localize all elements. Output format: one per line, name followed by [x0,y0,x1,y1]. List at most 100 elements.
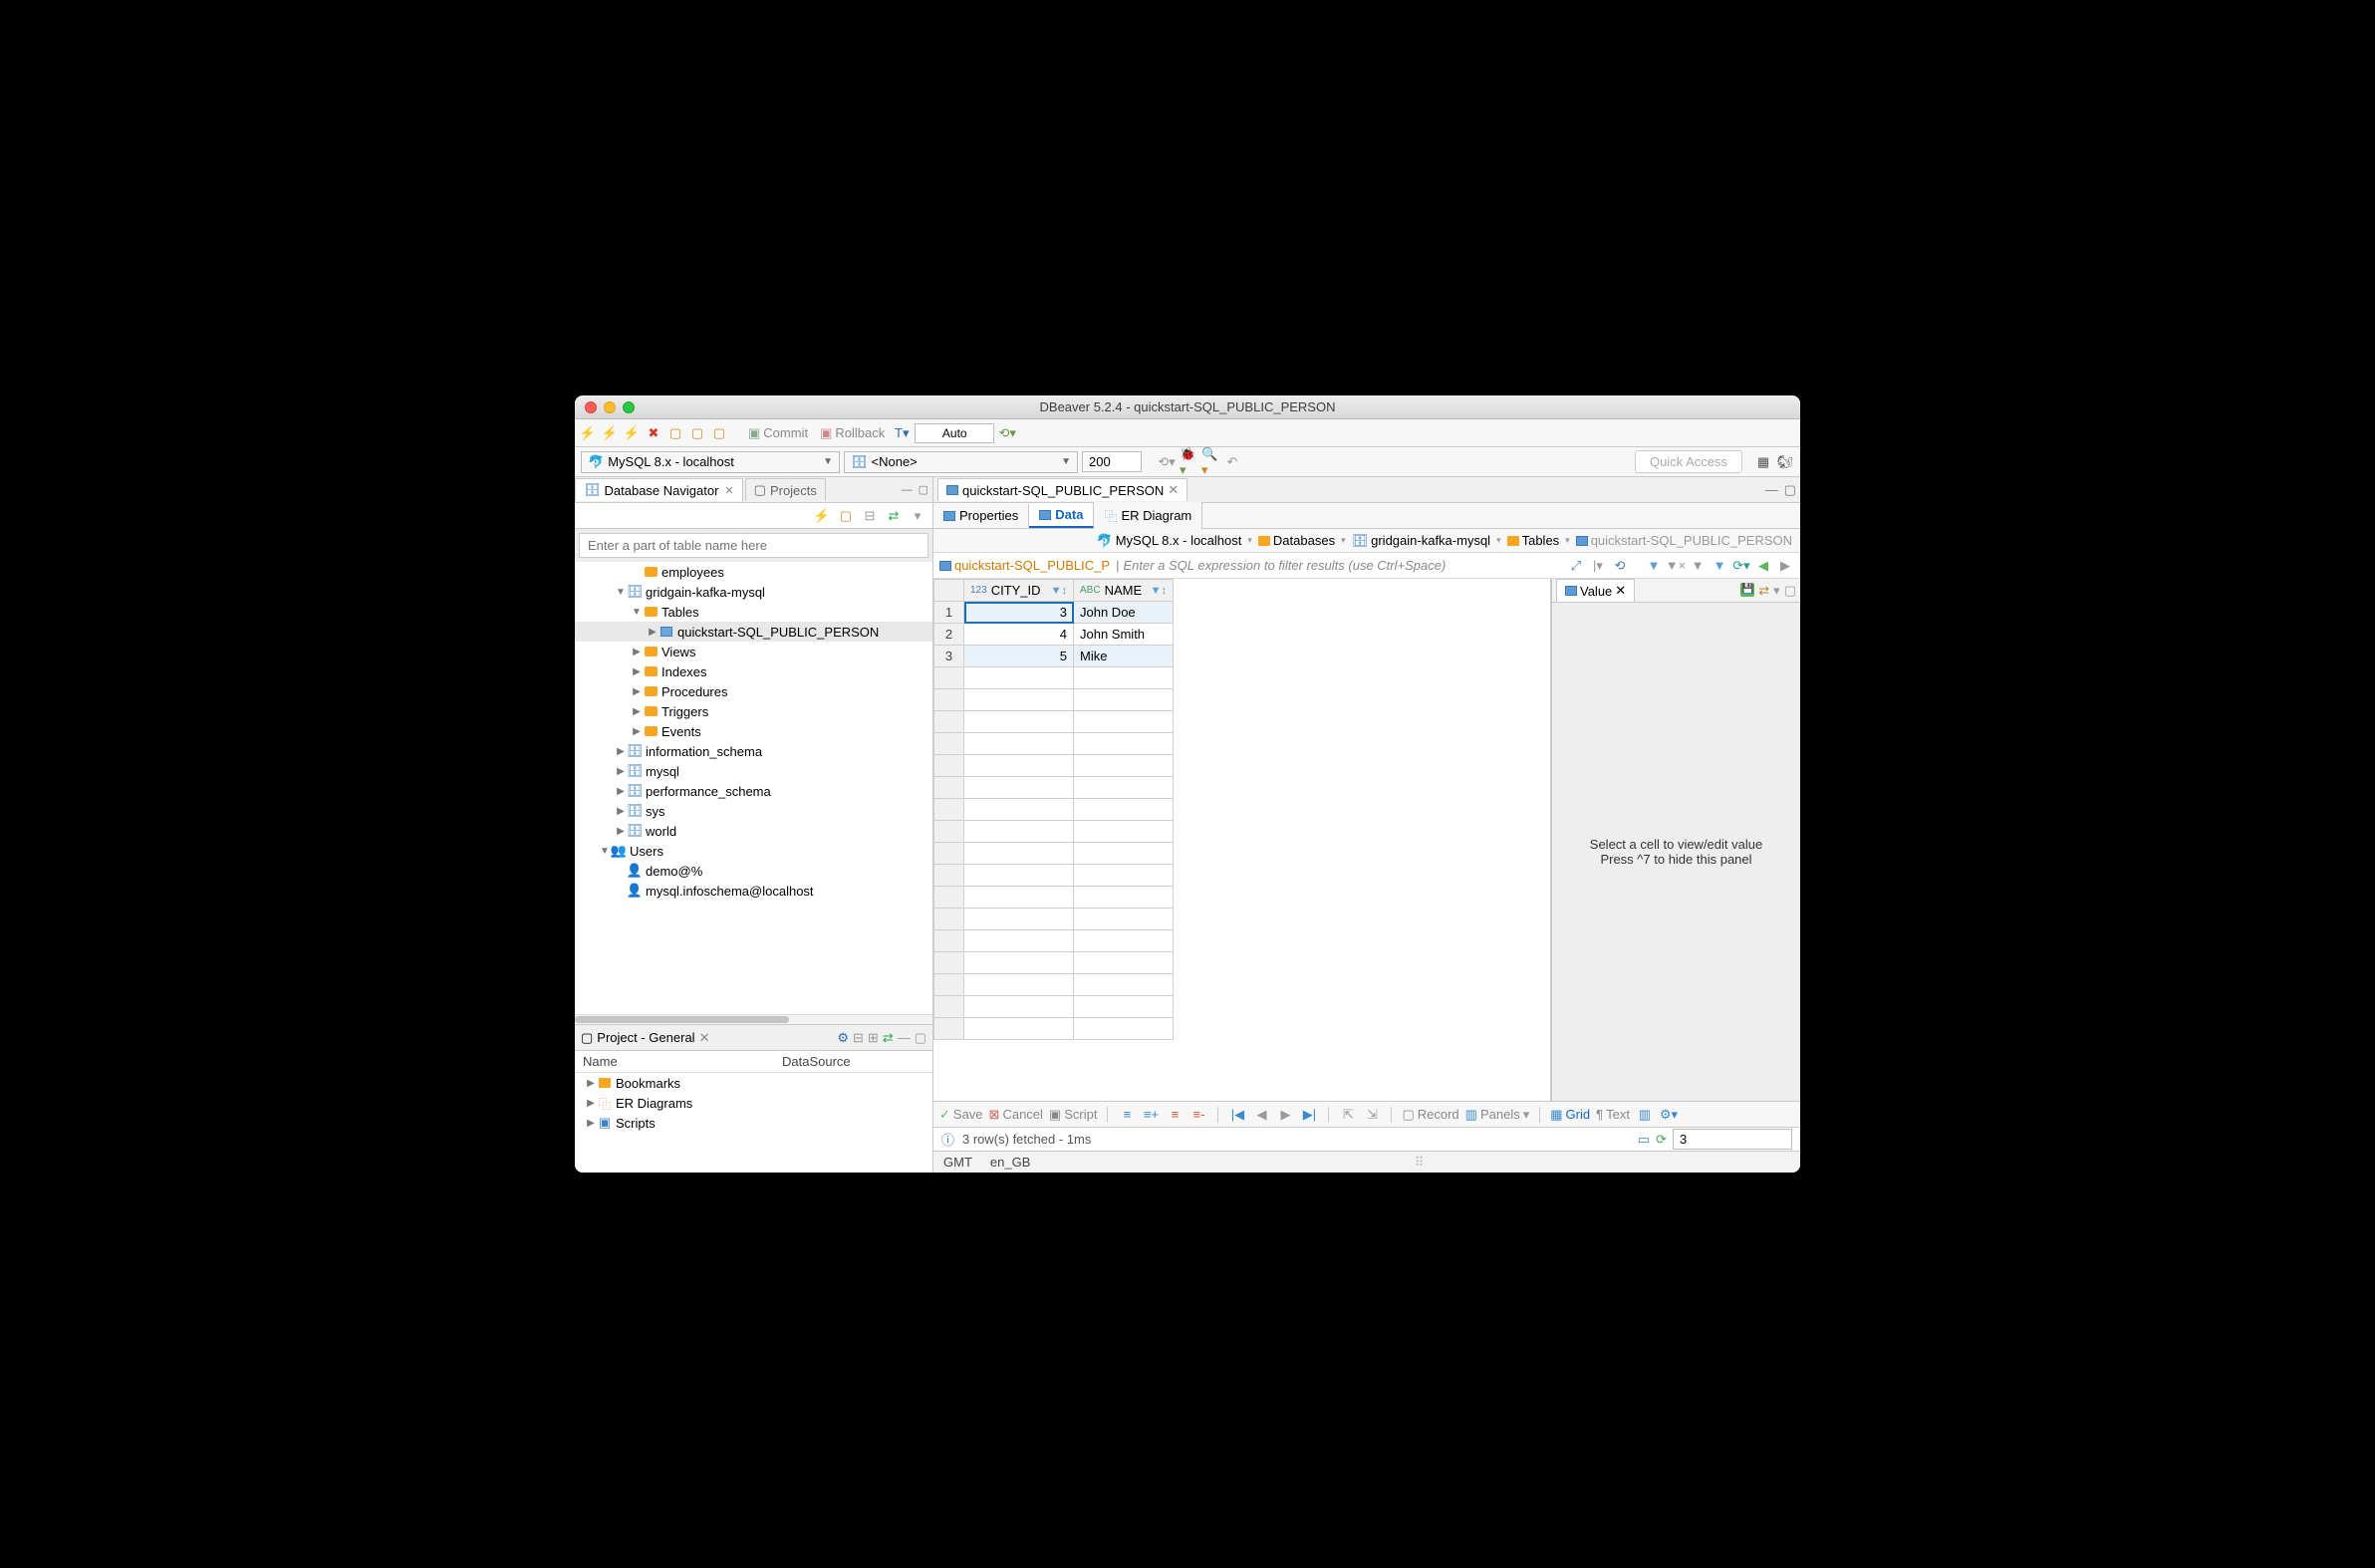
max-icon[interactable]: ▢ [1784,482,1796,498]
save-filter-icon[interactable]: ▼ [1689,557,1707,575]
minimize-window-button[interactable] [604,401,616,413]
tree-node[interactable]: ▶🗄information_schema [575,741,932,761]
close-icon[interactable]: ✕ [1615,583,1626,599]
new-folder-icon[interactable]: ▢ [837,507,855,525]
tree-node[interactable]: ▶🗄mysql [575,761,932,781]
text-mode-button[interactable]: ¶Text [1596,1107,1630,1122]
view-menu-icon[interactable]: ▾ [909,507,926,525]
script-button[interactable]: ▣Script [1049,1107,1098,1123]
rollback-button[interactable]: ▣Rollback [816,425,889,441]
last-page-icon[interactable]: ▶| [1300,1106,1318,1124]
tab-properties[interactable]: Properties [933,504,1029,527]
refresh-icon[interactable]: ⟳▾ [1732,557,1750,575]
link-icon[interactable]: ⇄ [883,1030,894,1046]
navigator-tab[interactable]: 🗄 Database Navigator ✕ [575,478,743,501]
tree-node[interactable]: ▶🗄performance_schema [575,781,932,801]
filter-icon[interactable]: ▼ [1645,557,1663,575]
invalidate-icon[interactable]: ✖ [645,424,662,442]
refresh-result-icon[interactable]: ⟳ [1656,1132,1667,1148]
bc-database[interactable]: 🗄gridgain-kafka-mysql [1352,533,1490,549]
menu-icon[interactable]: ▾ [1773,583,1780,599]
quick-access-input[interactable]: Quick Access [1635,450,1742,473]
bc-databases[interactable]: Databases [1258,533,1335,548]
schema-selector[interactable]: 🗄 <None> ▼ [844,451,1078,473]
record-mode-button[interactable]: ▢Record [1402,1107,1458,1123]
configure-icon[interactable]: ⚙ [837,1030,849,1046]
stop-icon[interactable]: 🐞▾ [1180,453,1197,471]
projects-tab[interactable]: ▢ Projects [745,478,826,501]
history-icon[interactable]: |▾ [1589,557,1607,575]
bc-connection[interactable]: 🐬MySQL 8.x - localhost [1097,533,1242,549]
bc-tables[interactable]: Tables [1507,533,1560,548]
collapse-icon[interactable]: ⊟ [861,507,879,525]
project-tree[interactable]: ▶Bookmarks▶⿻ER Diagrams▶▣Scripts [575,1073,932,1173]
prev-page-icon[interactable]: ◀ [1252,1106,1270,1124]
data-grid[interactable]: 123CITY_ID▼↕ABCNAME▼↕13John Doe24John Sm… [933,579,1550,1101]
tree-node[interactable]: ▶Events [575,721,932,741]
txn-auto-field[interactable]: Auto [915,423,994,443]
close-window-button[interactable] [585,401,597,413]
auto-apply-icon[interactable]: ⇄ [1758,583,1769,599]
sql-editor-icon[interactable]: ▢ [666,424,684,442]
connect-icon[interactable]: ⚡ [601,424,619,442]
maximize-view-icon[interactable]: ▢ [919,483,928,496]
project-item[interactable]: ▶Bookmarks [575,1073,932,1093]
expand-icon[interactable]: ⊞ [868,1030,879,1046]
expand-filter-icon[interactable]: ⤢ [1567,557,1585,575]
value-tab[interactable]: Value✕ [1556,579,1635,602]
nav-back-icon[interactable]: ◀ [1754,557,1772,575]
search-icon[interactable]: 🔍▾ [1201,453,1219,471]
add-row-icon[interactable]: ≡ [1118,1106,1136,1124]
dbeaver-perspective-icon[interactable]: 🐿 [1776,453,1794,471]
tree-node[interactable]: ▶🗄sys [575,801,932,821]
tree-node[interactable]: ▶Views [575,642,932,661]
txn-mode-icon[interactable]: T▾ [893,424,911,442]
nav-fwd-icon[interactable]: ▶ [1776,557,1794,575]
editor-tab[interactable]: quickstart-SQL_PUBLIC_PERSON ✕ [937,478,1188,501]
back-icon[interactable]: ↶ [1223,453,1241,471]
config-icon[interactable]: ⚙▾ [1660,1106,1678,1124]
perspective-icon[interactable]: ▦ [1754,453,1772,471]
close-icon[interactable]: ✕ [1168,482,1179,498]
tree-node[interactable]: ▶🗄world [575,821,932,841]
new-conn-icon[interactable]: ⚡ [813,507,831,525]
close-icon[interactable]: ✕ [699,1030,710,1046]
virtual-icon[interactable]: ▥ [1636,1106,1654,1124]
tree-node[interactable]: ▼Tables [575,602,932,622]
sql-script-icon[interactable]: ▢ [688,424,706,442]
save-button[interactable]: ✓Save [939,1107,983,1123]
cancel-button[interactable]: ⊠Cancel [989,1107,1043,1123]
tree-node[interactable]: employees [575,562,932,582]
delete-row-icon[interactable]: ≡ [1166,1106,1184,1124]
clear-filter-icon[interactable]: ▼× [1667,557,1685,575]
zoom-window-button[interactable] [623,401,635,413]
connection-selector[interactable]: 🐬 MySQL 8.x - localhost ▼ [581,451,840,473]
txn-log-icon[interactable]: ⟲▾ [998,424,1016,442]
recent-sql-icon[interactable]: ▢ [710,424,728,442]
close-icon[interactable]: ✕ [724,484,733,497]
rowlimit-input[interactable] [1082,451,1142,472]
commit-button[interactable]: ▣Commit [744,425,812,441]
max-rows-input[interactable] [1673,1129,1792,1150]
project-item[interactable]: ▶⿻ER Diagrams [575,1093,932,1113]
tree-filter-input[interactable] [579,533,928,558]
max-icon[interactable]: ▢ [1784,583,1796,599]
next-page-icon[interactable]: ▶ [1276,1106,1294,1124]
save-value-icon[interactable]: 💾 [1740,583,1754,597]
max-icon[interactable]: ▢ [915,1030,926,1046]
min-icon[interactable]: — [898,1030,911,1045]
disconnect-icon[interactable]: ⚡ [623,424,641,442]
tree-node[interactable]: ▼🗄gridgain-kafka-mysql [575,582,932,602]
export-icon[interactable]: ⇱ [1339,1106,1357,1124]
add-row-copy-icon[interactable]: ≡+ [1142,1106,1160,1124]
new-connection-icon[interactable]: ⚡ [579,424,597,442]
tab-data[interactable]: Data [1029,503,1094,528]
tree-node[interactable]: 👤demo@% [575,861,932,881]
panels-button[interactable]: ▥Panels▾ [1465,1107,1530,1123]
first-page-icon[interactable]: |◀ [1228,1106,1246,1124]
import-icon[interactable]: ⇲ [1363,1106,1381,1124]
apply-filter-icon[interactable]: ⟲ [1611,557,1629,575]
tree-node[interactable]: ▶quickstart-SQL_PUBLIC_PERSON [575,622,932,642]
tree-node[interactable]: ▶Triggers [575,701,932,721]
navigator-tree[interactable]: employees▼🗄gridgain-kafka-mysql▼Tables▶q… [575,562,932,1014]
